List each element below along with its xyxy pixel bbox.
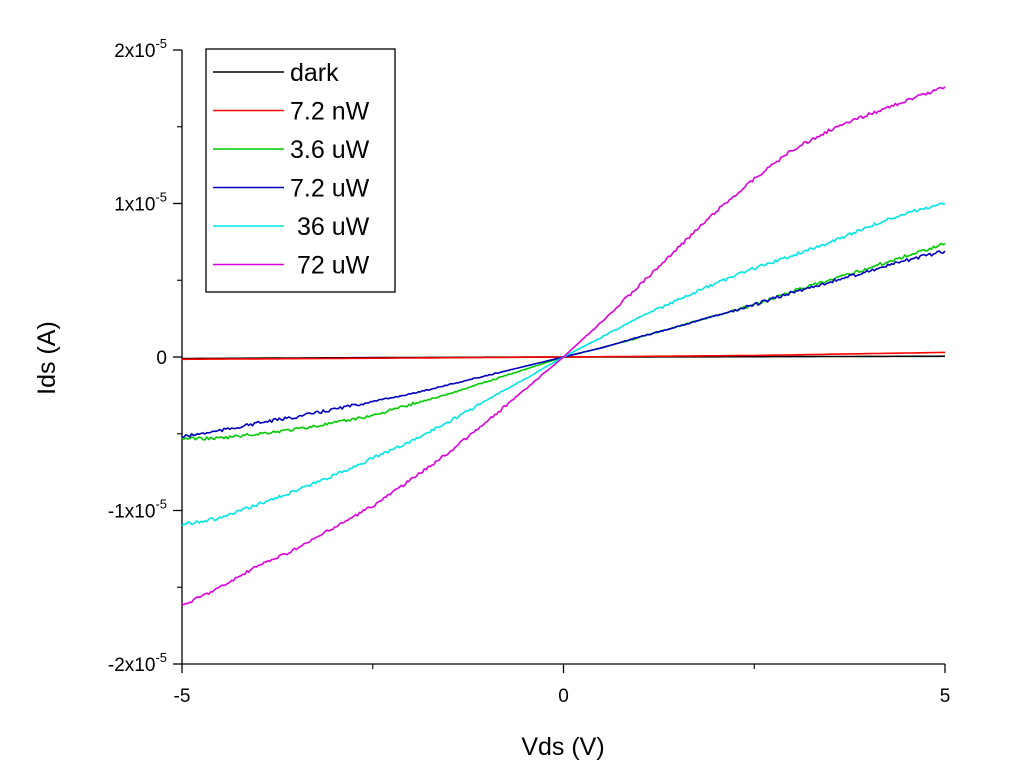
legend-box bbox=[205, 48, 396, 293]
x-tick-label: 5 bbox=[940, 686, 951, 707]
y-tick-label: 2x10-5 bbox=[114, 36, 167, 62]
legend-label: dark bbox=[290, 59, 339, 87]
x-axis-title: Vds (V) bbox=[521, 733, 604, 761]
legend-label: 7.2 uW bbox=[290, 175, 370, 203]
axes: 2x10-5 1x10-5 0 -1x10-5 -2x10-5 -5 0 5 bbox=[108, 36, 950, 707]
y-tick-label: 0 bbox=[156, 348, 167, 369]
legend-label: 7.2 nW bbox=[290, 98, 370, 126]
x-tick-label: 0 bbox=[558, 686, 569, 707]
legend-label: 72 uW bbox=[290, 252, 370, 280]
legend-label: 36 uW bbox=[290, 213, 370, 241]
y-tick-label: -1x10-5 bbox=[108, 497, 167, 523]
legend-label: 3.6 uW bbox=[290, 136, 370, 164]
x-tick-label: -5 bbox=[174, 686, 191, 707]
y-tick-label: -2x10-5 bbox=[108, 650, 167, 676]
legend: dark 7.2 nW 3.6 uW 7.2 uW 36 uW 72 uW bbox=[205, 48, 396, 293]
series-layer bbox=[181, 86, 946, 606]
y-tick-label: 1x10-5 bbox=[114, 190, 167, 216]
y-axis-title: Ids (A) bbox=[33, 321, 61, 395]
series-line bbox=[181, 86, 946, 606]
